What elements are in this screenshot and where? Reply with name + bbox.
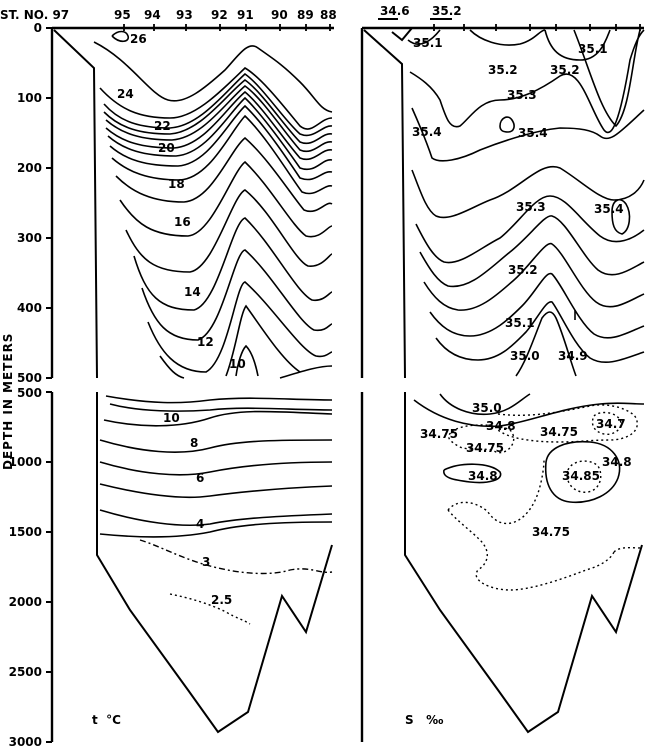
- y-tick-3000: 3000: [9, 735, 42, 749]
- isohaline-label-34.85: 34.85: [562, 469, 600, 483]
- isotherm-label-24: 24: [117, 87, 134, 101]
- station-91: 91: [237, 8, 254, 22]
- y-axis-title: DEPTH IN METERS: [1, 333, 15, 470]
- station-95: 95: [114, 8, 131, 22]
- y-tick-1000: 1000: [9, 455, 42, 469]
- y-tick-500-lower: 500: [17, 386, 42, 400]
- y-axis: 0 100 200 300 400 500 500 1000 1500 2000…: [1, 21, 54, 749]
- isohaline-label-35.3-b: 35.3: [516, 200, 546, 214]
- isotherm-label-6: 6: [196, 471, 204, 485]
- isohaline-label-34.8-c: 34.8: [468, 469, 498, 483]
- isohalines-lower: [413, 393, 645, 591]
- isotherm-label-20: 20: [158, 141, 175, 155]
- isotherms-lower: [99, 395, 333, 625]
- isohalines-upper: [407, 29, 645, 377]
- isotherms-upper: [93, 30, 333, 379]
- isohaline-label-35.2-b: 35.2: [550, 63, 580, 77]
- y-tick-1500: 1500: [9, 525, 42, 539]
- isohaline-label-35.2-c: 35.2: [508, 263, 538, 277]
- isohaline-label-35.4-c: 35.4: [594, 202, 624, 216]
- isohaline-label-34.7: 34.7: [596, 417, 626, 431]
- salinity-variable-label: S ‰: [405, 713, 443, 727]
- isohaline-label-35.0-lower: 35.0: [472, 401, 502, 415]
- isohaline-label-34.9: 34.9: [558, 349, 588, 363]
- isotherm-label-10-lower: 10: [163, 411, 180, 425]
- station-90: 90: [271, 8, 288, 22]
- isohaline-label-35.3-a: 35.3: [507, 88, 537, 102]
- isohaline-label-34.75-a: 34.75: [420, 427, 458, 441]
- station-93: 93: [176, 8, 193, 22]
- isohaline-label-34.75-b: 34.75: [466, 441, 504, 455]
- isohaline-label-35.1-a: 35.1: [413, 36, 443, 50]
- station-89: 89: [297, 8, 314, 22]
- isohaline-label-35.2-a: 35.2: [488, 63, 518, 77]
- isotherm-label-18: 18: [168, 177, 185, 191]
- station-88: 88: [320, 8, 337, 22]
- isotherm-label-8: 8: [190, 436, 198, 450]
- isotherm-label-10-upper: 10: [229, 357, 246, 371]
- isotherm-label-26: 26: [130, 32, 147, 46]
- isohaline-label-35.4-a: 35.4: [412, 125, 442, 139]
- isotherm-label-12: 12: [197, 335, 214, 349]
- y-tick-100: 100: [17, 91, 42, 105]
- y-tick-2000: 2000: [9, 595, 42, 609]
- isohaline-label-34.8-a: 34.8: [486, 419, 516, 433]
- y-tick-400: 400: [17, 301, 42, 315]
- isohaline-label-35.4-b: 35.4: [518, 126, 548, 140]
- salinity-top-label-35.2: 35.2: [432, 4, 462, 18]
- salinity-top-label-34.6: 34.6: [380, 4, 410, 18]
- station-92: 92: [211, 8, 228, 22]
- station-label: ST. NO. 97: [0, 8, 69, 22]
- isotherm-label-3: 3: [202, 555, 210, 569]
- isotherm-label-22: 22: [154, 119, 171, 133]
- station-94: 94: [144, 8, 161, 22]
- isotherm-label-14: 14: [184, 285, 201, 299]
- isohaline-label-34.75-d: 34.75: [532, 525, 570, 539]
- isotherm-label-2.5: 2.5: [211, 593, 232, 607]
- isohaline-label-34.75-c: 34.75: [540, 425, 578, 439]
- isotherm-label-4: 4: [196, 517, 204, 531]
- isohaline-label-35.1-b: 35.1: [578, 42, 608, 56]
- y-tick-200: 200: [17, 161, 42, 175]
- isohaline-label-34.8-b: 34.8: [602, 455, 632, 469]
- temperature-section: ST. NO. 97 95 94 93 92 91 90 89 88: [0, 8, 337, 734]
- isotherm-label-16: 16: [174, 215, 191, 229]
- y-tick-2500: 2500: [9, 665, 42, 679]
- y-tick-300: 300: [17, 231, 42, 245]
- isohaline-label-35.0: 35.0: [510, 349, 540, 363]
- temperature-variable-label: t °C: [92, 713, 121, 727]
- isohaline-label-35.1-c: 35.1: [505, 316, 535, 330]
- y-tick-500-upper: 500: [17, 371, 42, 385]
- y-tick-0: 0: [34, 21, 42, 35]
- salinity-section: 34.6 35.2: [360, 4, 645, 742]
